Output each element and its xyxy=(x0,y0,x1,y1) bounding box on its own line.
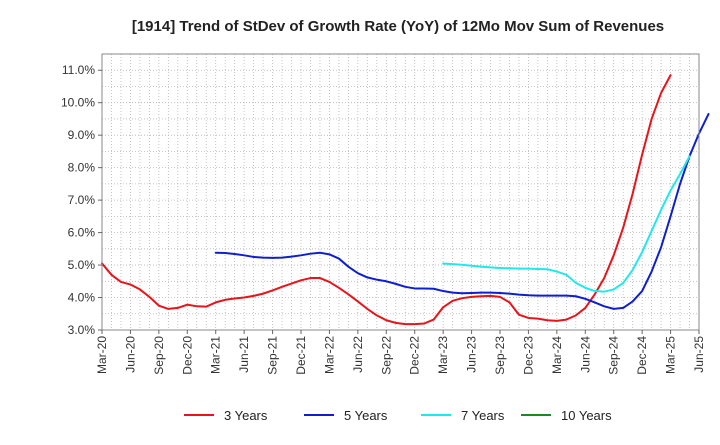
x-tick-label: Mar-21 xyxy=(209,336,223,374)
y-tick-label: 8.0% xyxy=(68,161,96,175)
axis-layer: 3.0% 4.0% 5.0% 6.0% 7.0% 8.0% 9.0% 10.0% 11.0% Ma… xyxy=(61,53,706,375)
y-tick-label: 5.0% xyxy=(68,258,96,272)
x-tick-label: Dec-24 xyxy=(635,336,649,375)
x-tick-label: Mar-22 xyxy=(322,336,336,374)
legend-label: 5 Years xyxy=(344,408,388,423)
y-tick-label: 11.0% xyxy=(62,63,95,77)
plot-area xyxy=(102,54,699,330)
x-tick-label: Sep-24 xyxy=(607,336,621,375)
x-tick-label: Jun-22 xyxy=(351,336,365,373)
x-tick-label: Dec-21 xyxy=(294,336,308,375)
x-tick-label: Jun-21 xyxy=(237,336,251,373)
y-tick-label: 4.0% xyxy=(68,291,96,305)
chart-title: [1914] Trend of StDev of Growth Rate (Yo… xyxy=(132,18,664,35)
x-tick-label: Dec-20 xyxy=(180,336,194,375)
y-tick-label: 7.0% xyxy=(68,193,96,207)
series-line-7-years xyxy=(442,155,691,293)
series-line-5-years xyxy=(214,113,710,310)
legend-label: 10 Years xyxy=(561,408,612,423)
y-tick-label: 6.0% xyxy=(68,226,96,240)
x-tick-label: Mar-20 xyxy=(95,336,109,374)
y-tick-label: 3.0% xyxy=(68,323,96,337)
y-tick-label: 9.0% xyxy=(68,128,96,142)
legend-label: 7 Years xyxy=(461,408,505,423)
x-tick-label: Mar-25 xyxy=(664,336,678,374)
x-tick-label: Dec-23 xyxy=(521,336,535,375)
x-tick-label: Mar-23 xyxy=(436,336,450,374)
x-tick-label: Sep-22 xyxy=(379,336,393,375)
plot-frame xyxy=(101,53,700,331)
x-tick-label: Dec-22 xyxy=(408,336,422,375)
legend-label: 3 Years xyxy=(224,408,268,423)
x-tick-label: Sep-23 xyxy=(493,336,507,375)
legend: 3 Years 5 Years 7 Years 10 Years xyxy=(184,408,612,423)
x-tick-label: Sep-21 xyxy=(266,336,280,375)
x-tick-label: Sep-20 xyxy=(152,336,166,375)
series-line-3-years xyxy=(101,74,672,326)
x-tick-label: Jun-25 xyxy=(692,336,706,373)
y-tick-label: 10.0% xyxy=(61,96,95,110)
x-tick-label: Mar-24 xyxy=(550,336,564,374)
x-tick-label: Jun-20 xyxy=(123,336,137,373)
x-tick-label: Jun-24 xyxy=(578,336,592,373)
series-layer xyxy=(101,74,710,326)
x-tick-label: Jun-23 xyxy=(465,336,479,373)
